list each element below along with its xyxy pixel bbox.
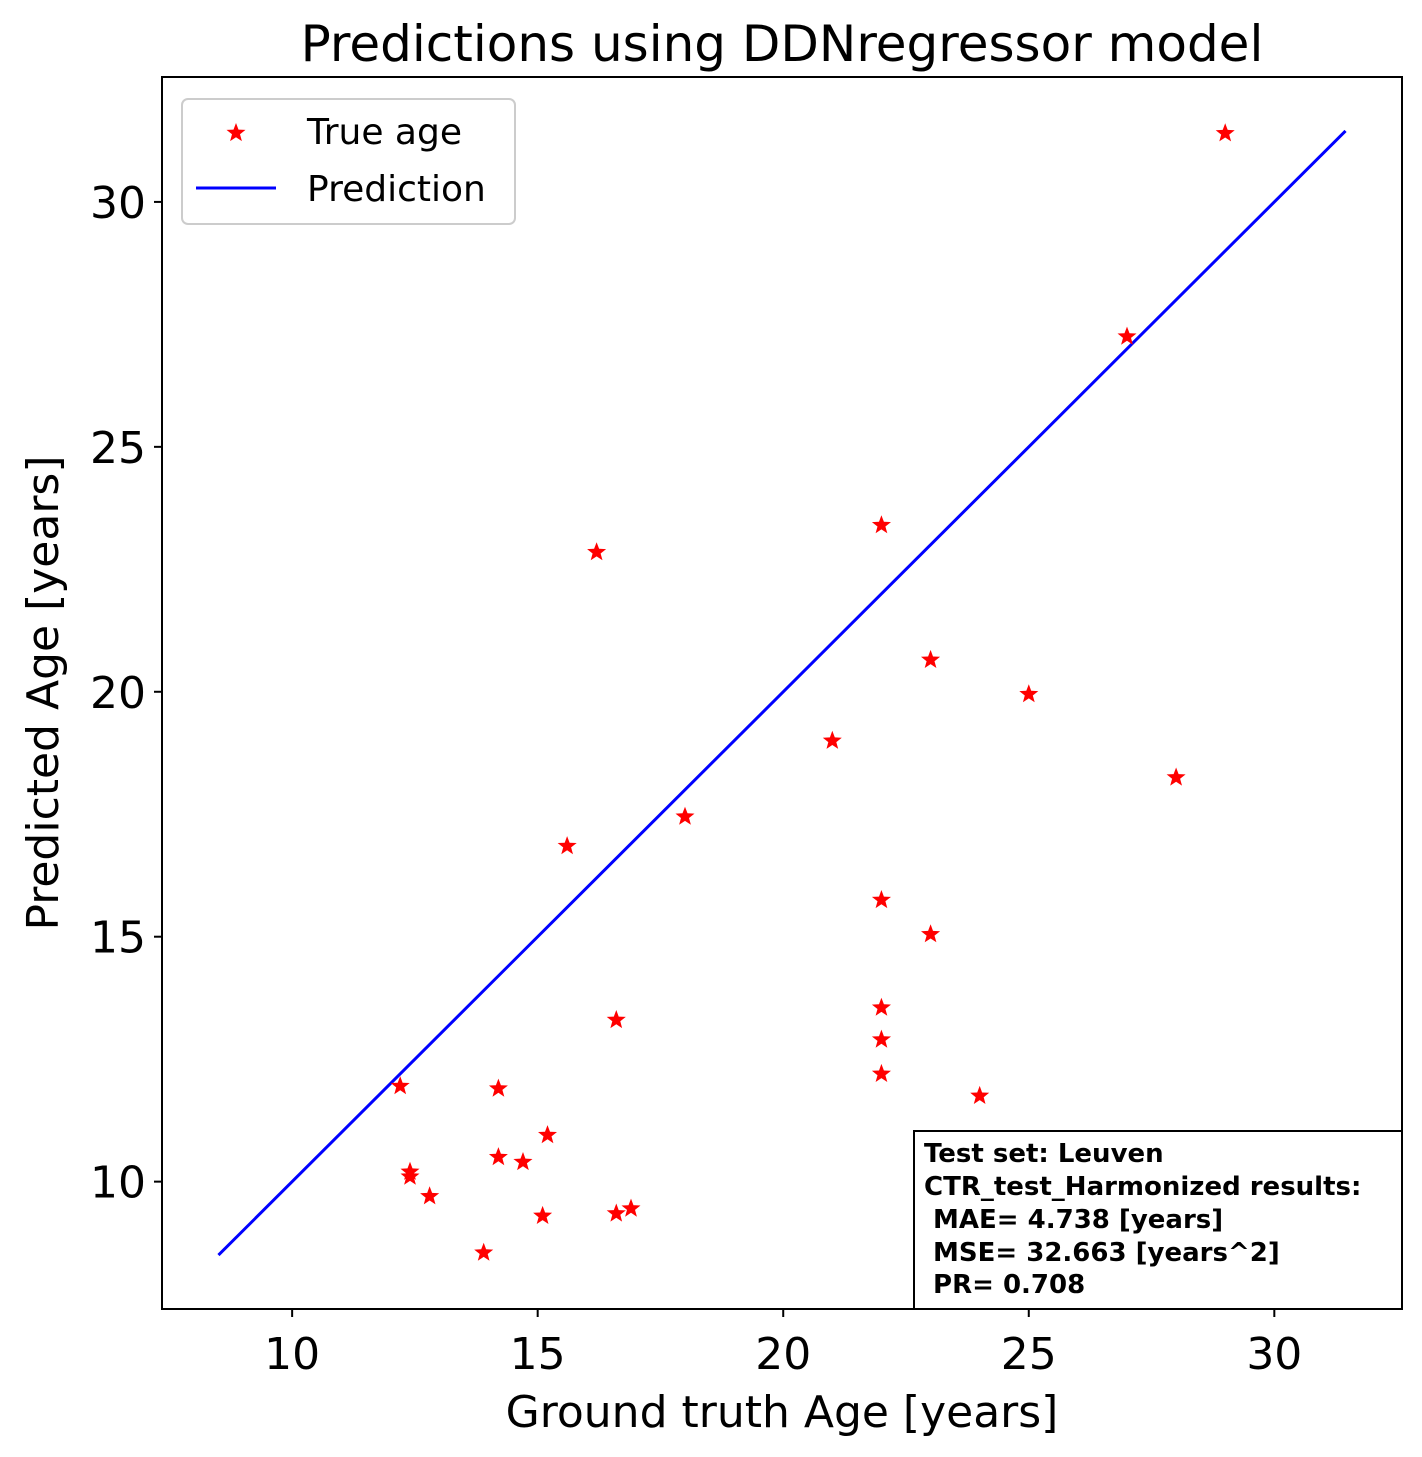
true-age-point bbox=[871, 997, 891, 1016]
true-age-point bbox=[871, 890, 891, 909]
legend: True age Prediction bbox=[181, 98, 516, 225]
plot-area bbox=[217, 123, 1347, 1261]
true-age-point bbox=[474, 1242, 494, 1261]
x-tick-label: 10 bbox=[264, 1329, 320, 1380]
true-age-point bbox=[488, 1078, 508, 1097]
x-axis-label: Ground truth Age [years] bbox=[506, 1387, 1059, 1438]
x-tick-label: 25 bbox=[1001, 1329, 1057, 1380]
y-tick-label: 30 bbox=[90, 178, 146, 229]
true-age-point bbox=[621, 1198, 641, 1217]
metrics-line-testset: Test set: Leuven bbox=[924, 1139, 1164, 1169]
true-age-point bbox=[538, 1125, 557, 1144]
true-age-point bbox=[871, 1063, 891, 1082]
y-tick-label: 15 bbox=[90, 913, 146, 964]
y-tick-label: 20 bbox=[90, 668, 146, 719]
true-age-point bbox=[822, 730, 842, 749]
true-age-point bbox=[921, 924, 941, 943]
legend-label-prediction: Prediction bbox=[307, 169, 486, 210]
true-age-point bbox=[970, 1085, 990, 1104]
legend-box bbox=[181, 98, 516, 225]
metrics-box-frame bbox=[913, 1130, 1403, 1310]
x-tick-label: 30 bbox=[1246, 1329, 1302, 1380]
true-age-point bbox=[513, 1152, 533, 1171]
prediction-line bbox=[217, 129, 1347, 1257]
axes-frame bbox=[161, 76, 1403, 1310]
y-tick-label: 10 bbox=[90, 1158, 146, 1209]
true-age-point bbox=[488, 1147, 508, 1166]
x-tick-label: 15 bbox=[510, 1329, 566, 1380]
true-age-point bbox=[1019, 684, 1039, 703]
true-age-point bbox=[675, 806, 695, 825]
y-axis-label: Predicted Age [years] bbox=[18, 455, 69, 930]
true-age-point bbox=[921, 649, 941, 668]
true-age-point bbox=[871, 515, 891, 534]
true-age-point bbox=[871, 1029, 891, 1048]
tick-layer: 10 15 20 25 30 10 15 20 25 30 bbox=[90, 178, 1302, 1380]
y-tick-label: 25 bbox=[90, 423, 146, 474]
true-age-point bbox=[557, 836, 577, 855]
true-age-point bbox=[390, 1076, 410, 1095]
chart-title: Predictions using DDNregressor model bbox=[301, 15, 1264, 73]
legend-star-marker bbox=[226, 123, 246, 142]
true-age-point bbox=[533, 1205, 553, 1224]
x-tick-label: 20 bbox=[755, 1329, 811, 1380]
metrics-line-pr: PR= 0.708 bbox=[924, 1270, 1085, 1300]
true-age-point bbox=[587, 542, 607, 561]
true-age-point bbox=[606, 1010, 626, 1029]
true-age-point bbox=[1166, 767, 1186, 786]
metrics-annotation-box: Test set: Leuven CTR_test_Harmonized res… bbox=[913, 1130, 1403, 1310]
legend-label-true-age: True age bbox=[306, 112, 462, 153]
true-age-point bbox=[1215, 123, 1235, 142]
metrics-line-results: CTR_test_Harmonized results: bbox=[924, 1172, 1361, 1202]
true-age-point bbox=[420, 1186, 440, 1205]
true-age-point bbox=[606, 1203, 626, 1222]
metrics-line-mae: MAE= 4.738 [years] bbox=[924, 1205, 1223, 1235]
true-age-point bbox=[1117, 326, 1137, 345]
true-age-point bbox=[400, 1166, 420, 1185]
metrics-line-mse: MSE= 32.663 [years^2] bbox=[924, 1238, 1280, 1268]
